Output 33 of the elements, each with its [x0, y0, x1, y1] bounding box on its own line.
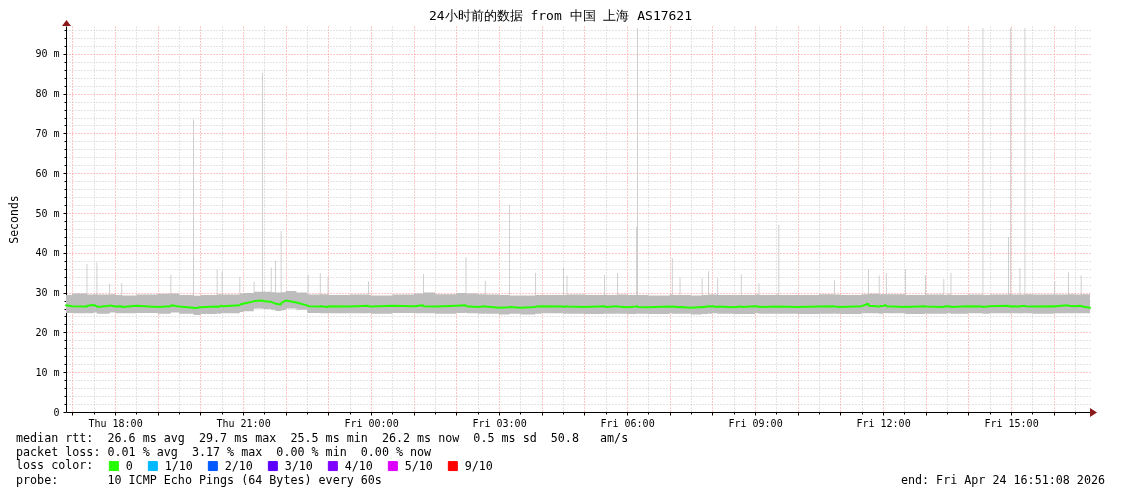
x-tick-label: Fri 00:00 [344, 417, 399, 429]
x-tick-label: Thu 21:00 [216, 417, 271, 429]
y-tick-label: 30 m [35, 287, 60, 299]
text: probe: 10 ICMP Echo Pings (64 Bytes) every 60s [16, 473, 382, 487]
legend-label: 2/10 [224, 459, 253, 474]
y-tick-label: 0 [53, 406, 60, 418]
x-tick-label: Thu 18:00 [88, 417, 143, 429]
x-tick-label: Fri 03:00 [472, 417, 527, 429]
legend-label: 9/10 [464, 459, 493, 474]
y-tick-label: 90 m [35, 48, 60, 60]
legend-label: 1/10 [164, 459, 193, 474]
x-tick-label: Fri 09:00 [728, 417, 783, 429]
x-tick-label: Fri 15:00 [984, 417, 1039, 429]
y-tick-label: 50 m [35, 207, 60, 219]
x-tick-label: Fri 12:00 [856, 417, 911, 429]
legend-label: 3/10 [284, 459, 313, 474]
y-tick-label: 60 m [35, 167, 60, 179]
line-series [65, 299, 1091, 310]
legend-label: 0 [125, 459, 133, 474]
x-tick-label: Fri 06:00 [600, 417, 655, 429]
y-tick-label: 70 m [35, 127, 60, 139]
y-tick-label: 20 m [35, 326, 60, 338]
text: median rtt: 26.6 ms avg 29.7 ms max 25.5 ms min 26.2 ms now 0.5 ms sd 50.8 am/s [16, 431, 629, 445]
text: packet loss: 0.01 % avg 3.17 % max 0.00 % min 0.00 % now [16, 445, 432, 459]
y-tick-label: 40 m [35, 247, 60, 259]
y-tick-label: 80 m [35, 88, 60, 100]
y-axis-title: Seconds [7, 195, 22, 244]
legend-label: 4/10 [344, 459, 373, 474]
legend-label: 5/10 [404, 459, 433, 474]
chart-title: 24小时前的数据 from 中国 上海 AS17621 [428, 8, 693, 23]
text: end: Fri Apr 24 16:51:08 2026 [900, 473, 1105, 487]
legend-title: loss color: [16, 458, 94, 472]
y-tick-label: 10 m [35, 366, 60, 378]
